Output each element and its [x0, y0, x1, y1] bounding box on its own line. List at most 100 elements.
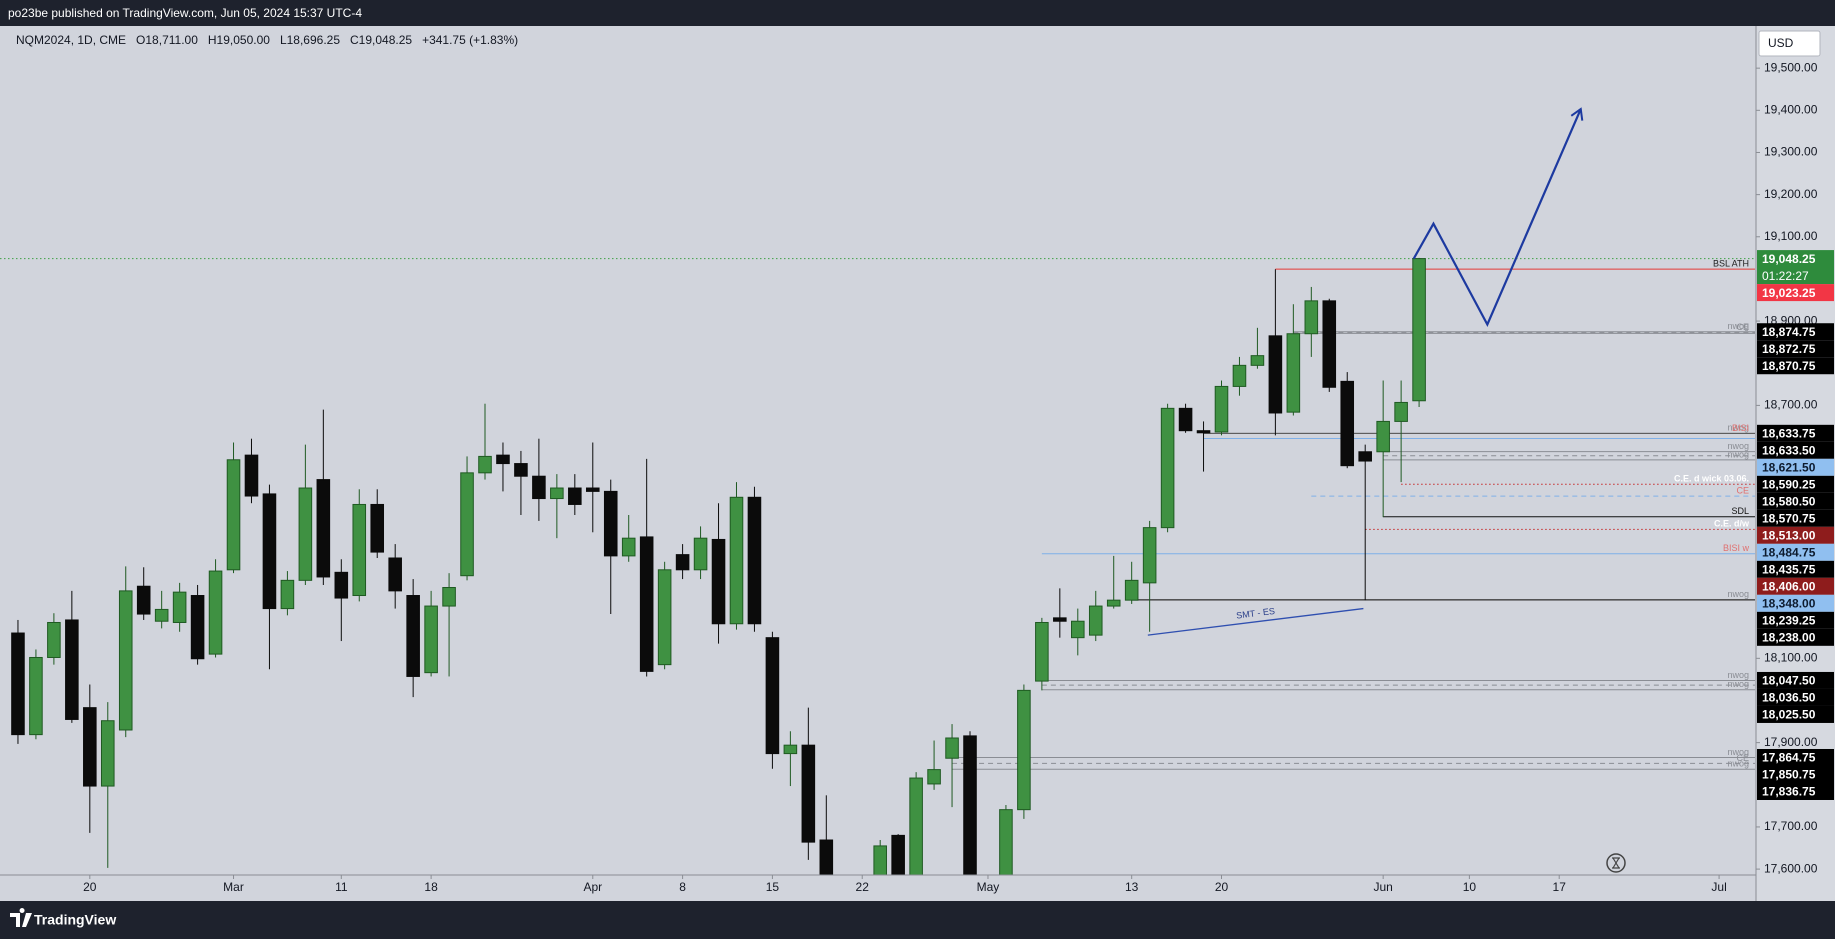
candle-body: [244, 454, 259, 497]
price-tag-text: 17,850.75: [1762, 768, 1816, 782]
price-tag: [1757, 628, 1834, 646]
price-tag: [1757, 782, 1834, 800]
candle-body: [29, 656, 43, 736]
y-tick-label: 19,100.00: [1764, 229, 1818, 243]
candle-body: [621, 537, 636, 557]
level-label: nwog: [1727, 423, 1749, 433]
y-tick-label: 19,300.00: [1764, 145, 1818, 159]
price-tag-text: 18,406.00: [1762, 579, 1816, 593]
candle-body: [585, 487, 600, 492]
replay-icon[interactable]: [1606, 853, 1626, 873]
x-tick-label: 15: [766, 880, 780, 894]
candle-body: [1178, 407, 1193, 432]
candle-body: [945, 737, 959, 759]
candle-body: [118, 590, 133, 731]
price-tag-text: 18,580.50: [1762, 494, 1816, 508]
candle-body: [352, 503, 367, 597]
price-tag-text: 18,870.75: [1762, 359, 1816, 373]
footer-brand: TradingView: [34, 912, 116, 928]
price-tag: [1757, 765, 1834, 783]
level-label: nwog: [1727, 670, 1749, 680]
price-tag: [1757, 705, 1834, 723]
publish-note: po23be published on TradingView.com, Jun…: [8, 6, 362, 20]
price-tag: [1757, 526, 1834, 544]
y-tick-label: 19,500.00: [1764, 60, 1818, 74]
candle-body: [1340, 380, 1355, 467]
footer-logo: [10, 908, 32, 927]
price-tag: [1757, 284, 1834, 302]
candle-body: [172, 591, 187, 623]
candle-body: [100, 720, 115, 787]
level-label: nwog: [1727, 759, 1749, 769]
price-tag-text: 18,590.25: [1762, 477, 1816, 491]
candle-body: [65, 619, 79, 720]
top-bar: [0, 0, 1835, 26]
price-tag: [1757, 560, 1834, 578]
price-tag-text: 19,023.25: [1762, 286, 1816, 300]
candle-body: [1250, 355, 1265, 366]
y-tick-label: 19,200.00: [1764, 187, 1818, 201]
annotation-line: [1147, 607, 1364, 636]
level-label: nwog: [1727, 321, 1749, 331]
levels: [0, 258, 1755, 770]
legend: NQM2024, 1D, CME O18,711.00 H19,050.00 L…: [16, 33, 518, 47]
x-tick-label: 20: [1215, 880, 1229, 894]
candle-body: [891, 834, 905, 875]
ohlc-high: H19,050.00: [207, 33, 270, 47]
candle-body: [1035, 621, 1049, 682]
y-tick-label: 17,700.00: [1764, 819, 1818, 833]
price-tag-text: 19,048.25: [1762, 252, 1816, 266]
level-label: C.E. d wick 03.06.: [1674, 474, 1749, 484]
candle-body: [262, 493, 277, 610]
candle-body: [1196, 430, 1211, 434]
change: +341.75 (+1.83%): [422, 33, 519, 47]
candle-body: [801, 744, 816, 843]
candle-body: [873, 845, 887, 875]
x-tick-label: 20: [83, 880, 97, 894]
candle-body: [1071, 620, 1085, 639]
price-tag-text: 18,348.00: [1762, 596, 1816, 610]
y-tick-label: 18,100.00: [1764, 650, 1818, 664]
candle-body: [1286, 333, 1301, 413]
price-tag-text: 18,239.25: [1762, 613, 1816, 627]
price-tag: [1757, 424, 1834, 442]
x-tick-label: 13: [1125, 880, 1139, 894]
candle-body: [1322, 300, 1337, 388]
axes: 17,600.00 17,700.00 17,900.00 18,100.00 18,7…: [83, 60, 1818, 894]
countdown: 01:22:27: [1762, 269, 1809, 283]
price-tag: [1757, 458, 1834, 476]
candle-body: [226, 459, 241, 571]
price-tag-text: 18,570.75: [1762, 511, 1816, 525]
price-tags: 19,048.25 01:22:27 19,023.25 18,874.75 18,87…: [1757, 250, 1834, 800]
candle-body: [1124, 579, 1139, 601]
candle-body: [11, 632, 25, 736]
price-tag-text: 18,435.75: [1762, 562, 1816, 576]
candle-body: [406, 595, 420, 677]
price-tag-text: 18,047.50: [1762, 674, 1816, 688]
price-tag: [1757, 611, 1834, 629]
price-tag-text: 17,836.75: [1762, 785, 1816, 799]
x-tick-label: Jul: [1711, 880, 1726, 894]
y-tick-label: 18,700.00: [1764, 398, 1818, 412]
candle-body: [496, 454, 510, 465]
x-tick-label: Apr: [583, 880, 602, 894]
currency-box[interactable]: [1758, 30, 1821, 57]
candle-body: [1106, 599, 1121, 607]
candle-body: [1412, 258, 1426, 402]
candle-body: [1053, 617, 1067, 622]
candle-body: [1017, 689, 1031, 811]
price-tag-text: 18,513.00: [1762, 528, 1816, 542]
candle-body: [334, 571, 349, 599]
price-tag: [1757, 340, 1834, 358]
candle-body: [568, 487, 582, 505]
level-label: nwog: [1727, 441, 1749, 451]
price-tag: [1757, 250, 1834, 285]
candle-body: [280, 579, 295, 610]
level-label: CE: [1736, 753, 1749, 763]
candle-body: [514, 463, 528, 477]
currency: USD: [1768, 36, 1794, 50]
candle-body: [316, 479, 331, 578]
price-tag: [1757, 577, 1834, 595]
price-tag: [1757, 671, 1834, 689]
